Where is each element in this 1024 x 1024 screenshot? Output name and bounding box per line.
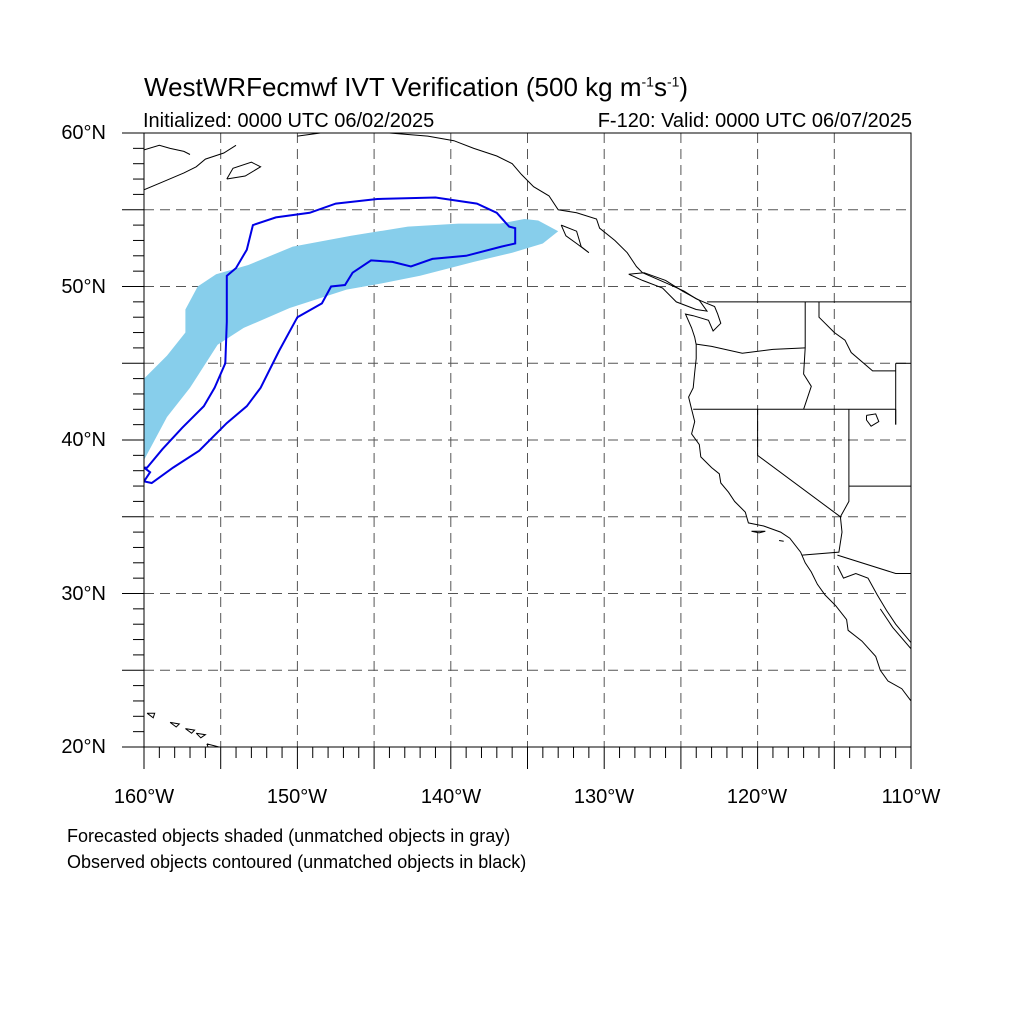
coastline-segment — [185, 728, 196, 734]
observed-legend-note: Observed objects contoured (unmatched ob… — [67, 852, 527, 872]
lon-label-140w: 140°W — [420, 786, 482, 808]
coastline-segment — [751, 530, 766, 534]
lat-label-60n: 60°N — [61, 122, 106, 144]
valid-time-label: F-120: Valid: 0000 UTC 06/07/2025 — [597, 110, 912, 132]
coastline-segment — [144, 144, 237, 191]
observed-object-contour — [144, 196, 517, 485]
coastline-segment — [818, 301, 896, 372]
coastline-segment — [144, 144, 191, 155]
coastline-segment — [560, 224, 590, 254]
coastline-segment — [628, 272, 709, 312]
map-frame — [143, 132, 912, 748]
lon-label-120w: 120°W — [726, 786, 788, 808]
lat-label-30n: 30°N — [61, 583, 106, 605]
coastline-segment — [297, 133, 911, 702]
coastline-segment — [169, 721, 181, 728]
forecast-legend-note: Forecasted objects shaded (unmatched obj… — [67, 826, 511, 846]
coastlines-borders — [144, 133, 911, 747]
lon-label-110w: 110°W — [881, 786, 941, 808]
forecast-object-shaded — [144, 219, 559, 460]
coastline-segment — [195, 732, 207, 739]
coastline-segment — [879, 608, 911, 650]
lat-label-40n: 40°N — [61, 429, 106, 451]
coastline-segment — [866, 413, 880, 427]
coastline-segment — [836, 565, 911, 643]
axis-ticks — [122, 132, 912, 769]
coastline-segment — [146, 712, 156, 719]
coastline-segment — [803, 301, 812, 410]
chart-title: WestWRFecmwf IVT Verification (500 kg m-… — [144, 72, 689, 102]
lon-label-150w: 150°W — [266, 786, 328, 808]
initialized-label: Initialized: 0000 UTC 06/02/2025 — [143, 110, 435, 132]
lat-label-50n: 50°N — [61, 276, 106, 298]
lon-label-160w: 160°W — [113, 786, 175, 808]
coastline-segment — [802, 516, 843, 556]
coastline-segment — [839, 409, 850, 518]
coastline-segment — [226, 161, 262, 180]
coastline-segment — [757, 409, 841, 518]
lat-label-20n: 20°N — [61, 736, 106, 758]
coastline-segment — [696, 343, 806, 354]
lon-label-130w: 130°W — [573, 786, 635, 808]
coastline-segment — [206, 743, 220, 747]
coastline-segment — [779, 540, 784, 542]
coastline-segment — [837, 554, 911, 574]
